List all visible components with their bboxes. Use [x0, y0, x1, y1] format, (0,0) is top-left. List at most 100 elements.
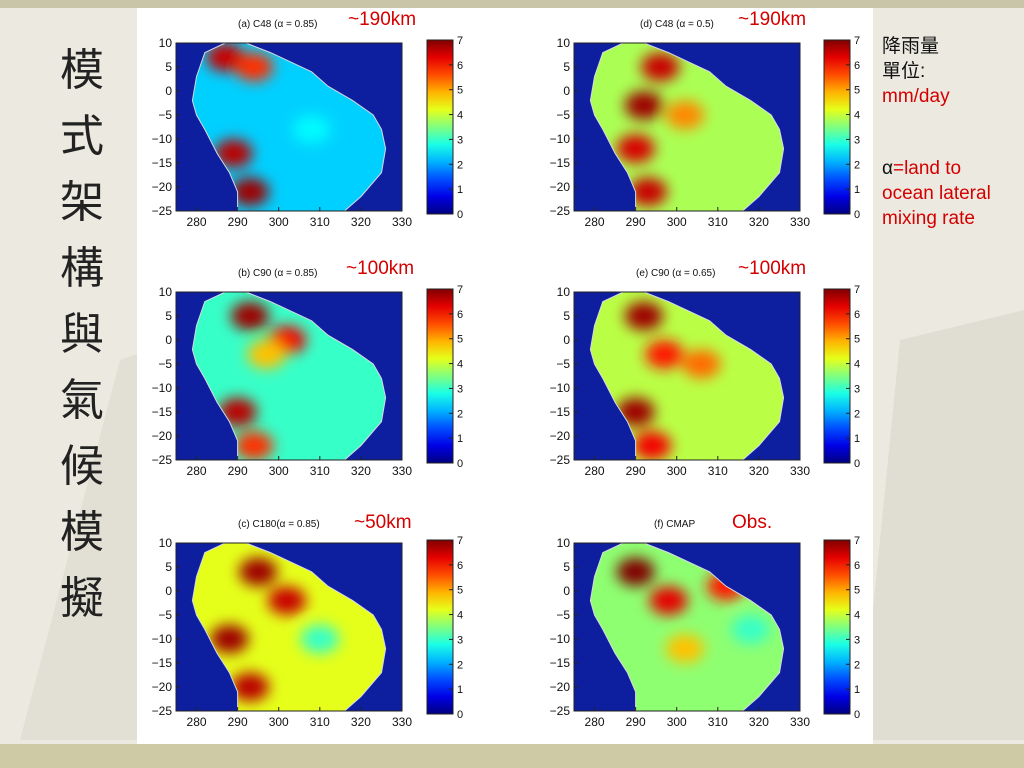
- y-tick-label: 0: [563, 84, 570, 98]
- map-panel-2: 280 290 300 310 320 3301050−5−10−15−20−257654…: [152, 284, 463, 478]
- y-tick-label: 10: [159, 36, 173, 50]
- vertical-slide-title: 模式架構與氣候模擬: [52, 38, 112, 632]
- x-tick-label: 330: [790, 464, 810, 478]
- colorbar-tick-label: 5: [457, 585, 463, 597]
- vertical-title-char: 與: [60, 309, 104, 360]
- y-tick-label: −15: [550, 656, 571, 670]
- map-panel-5: 280 290 300 310 320 3301050−5−10−15−20−257654…: [550, 535, 860, 729]
- y-tick-label: −15: [152, 405, 173, 419]
- colorbar-tick-label: 3: [457, 383, 463, 395]
- coastline: [191, 42, 387, 212]
- rainfall-feature: [628, 177, 668, 207]
- x-tick-label: 310: [708, 215, 728, 229]
- rainfall-feature: [292, 115, 331, 144]
- colorbar-tick-label: 0: [854, 458, 860, 470]
- colorbar-tick-label: 7: [854, 535, 860, 547]
- vertical-title-char: 式: [60, 111, 104, 162]
- rainfall-feature: [230, 177, 270, 207]
- x-tick-label: 320: [351, 715, 371, 729]
- colorbar-tick-label: 4: [854, 110, 860, 122]
- y-tick-label: −10: [152, 632, 173, 646]
- coastline: [191, 542, 387, 712]
- rainfall-feature: [624, 301, 664, 331]
- y-tick-label: −25: [550, 704, 571, 718]
- map-panel-0: 280 290 300 310 320 3301050−5−10−15−20−257654…: [152, 35, 463, 229]
- rainfall-unit: mm/day: [882, 86, 950, 107]
- rainfall-feature: [632, 431, 672, 460]
- colorbar: [426, 39, 454, 215]
- y-tick-label: −10: [152, 381, 173, 395]
- x-tick-label: 330: [392, 215, 412, 229]
- rainfall-feature: [206, 43, 245, 72]
- rainfall-feature: [234, 52, 274, 82]
- x-tick-label: 330: [392, 715, 412, 729]
- y-tick-label: 10: [557, 36, 571, 50]
- colorbar-tick-label: 2: [854, 159, 860, 171]
- colorbar-tick-label: 6: [854, 560, 860, 572]
- colorbar-tick-label: 5: [854, 334, 860, 346]
- x-tick-label: 310: [310, 715, 330, 729]
- coastline: [589, 291, 785, 461]
- y-tick-label: 5: [563, 60, 570, 74]
- vertical-title-char: 模: [60, 507, 104, 558]
- rainfall-feature: [230, 672, 270, 702]
- vertical-title-char: 構: [60, 243, 104, 294]
- x-tick-label: 300: [269, 464, 289, 478]
- colorbar-tick-label: 7: [457, 535, 463, 547]
- rainfall-feature: [267, 586, 307, 615]
- x-tick-label: 320: [749, 215, 769, 229]
- panel-d-title: (d) C48 (α = 0.5): [640, 19, 714, 30]
- y-tick-label: −25: [550, 453, 571, 467]
- x-tick-label: 290: [626, 215, 646, 229]
- coastline: [589, 542, 785, 712]
- y-tick-label: −10: [152, 132, 173, 146]
- colorbar-tick-label: 3: [854, 634, 860, 646]
- y-tick-label: −15: [152, 156, 173, 170]
- rainfall-feature: [616, 134, 655, 163]
- plot-frame: [175, 291, 403, 461]
- colorbar-tick-label: 4: [457, 110, 463, 122]
- colorbar-tick-label: 0: [854, 709, 860, 721]
- x-tick-label: 310: [310, 215, 330, 229]
- plot-frame: [573, 542, 801, 712]
- y-tick-label: −20: [152, 180, 173, 194]
- x-tick-label: 320: [749, 715, 769, 729]
- x-tick-label: 290: [626, 464, 646, 478]
- y-tick-label: 5: [563, 560, 570, 574]
- x-tick-label: 280: [585, 715, 605, 729]
- rainfall-feature: [214, 139, 253, 168]
- rainfall-feature: [665, 634, 705, 663]
- x-tick-label: 280: [187, 715, 207, 729]
- coastline: [589, 42, 785, 212]
- x-tick-label: 320: [351, 215, 371, 229]
- y-tick-label: 5: [165, 309, 172, 323]
- y-tick-label: −10: [550, 132, 571, 146]
- colorbar-tick-label: 1: [457, 684, 463, 696]
- y-tick-label: −5: [158, 608, 172, 622]
- alpha-definition-line1: α=land to: [882, 158, 962, 179]
- rainfall-feature: [665, 100, 705, 130]
- coastline: [191, 291, 387, 461]
- rainfall-feature: [641, 52, 680, 82]
- y-tick-label: −5: [556, 357, 570, 371]
- y-tick-label: 0: [563, 584, 570, 598]
- x-tick-label: 330: [790, 215, 810, 229]
- colorbar-tick-label: 6: [457, 60, 463, 72]
- y-tick-label: 10: [159, 285, 173, 299]
- x-tick-label: 300: [667, 715, 687, 729]
- rainfall-label-line2: 單位:: [882, 61, 926, 82]
- x-tick-label: 300: [269, 215, 289, 229]
- colorbar-tick-label: 3: [457, 134, 463, 146]
- colorbar-tick-label: 7: [457, 284, 463, 296]
- plot-frame: [573, 42, 801, 212]
- x-tick-label: 330: [392, 464, 412, 478]
- colorbar-tick-label: 4: [457, 359, 463, 371]
- colorbar: [426, 288, 454, 464]
- rainfall-feature: [616, 557, 655, 587]
- x-tick-label: 280: [187, 215, 207, 229]
- map-panel-4: 280 290 300 310 320 3301050−5−10−15−20−257654…: [152, 535, 463, 729]
- y-tick-label: −25: [152, 453, 173, 467]
- colorbar-tick-label: 6: [457, 309, 463, 321]
- rainfall-feature: [682, 349, 721, 379]
- rainfall-feature: [649, 586, 688, 615]
